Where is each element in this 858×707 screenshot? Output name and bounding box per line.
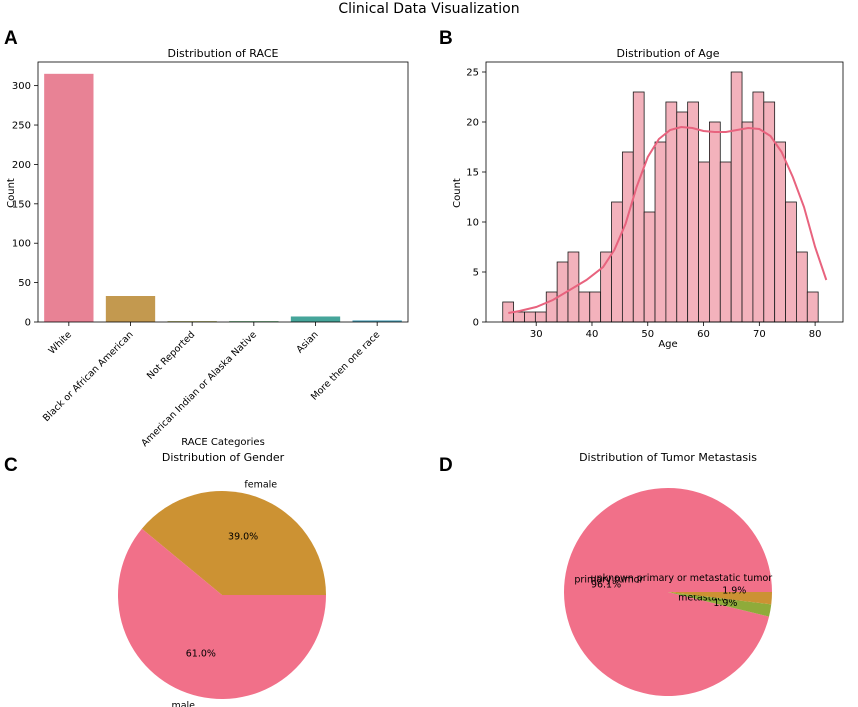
race-y-tick-label: 250 — [12, 121, 31, 132]
gender-slice — [117, 528, 327, 700]
age-bar — [698, 161, 710, 323]
age-y-tick-label: 10 — [466, 218, 479, 229]
age-bar — [741, 121, 754, 323]
gender-chart-title: Distribution of Gender — [162, 451, 285, 464]
age-bar — [806, 291, 819, 323]
age-chart-title: Distribution of Age — [616, 47, 719, 60]
metastasis-slice — [668, 592, 773, 605]
age-x-axis-label: Age — [658, 339, 677, 350]
race-bar — [352, 320, 402, 322]
panel-letter-c: C — [4, 455, 18, 476]
race-x-tick-label: Not Reported — [145, 329, 197, 381]
age-bar — [589, 291, 602, 323]
panel-letter-b: B — [439, 28, 453, 49]
metastasis-pct-label: 96.1% — [591, 580, 621, 591]
age-y-tick-label: 25 — [466, 68, 479, 79]
age-x-tick-label: 70 — [753, 329, 766, 340]
race-x-tick-label: White — [47, 329, 74, 356]
age-y-axis-label: Count — [452, 178, 463, 208]
age-y-tick-label: 15 — [466, 168, 479, 179]
age-bar — [752, 91, 765, 323]
gender-pct-label: 39.0% — [228, 531, 258, 542]
race-y-tick-label: 200 — [12, 160, 31, 171]
race-x-tick-label: American Indian or Alaska Native — [139, 329, 259, 449]
age-bar — [513, 311, 525, 323]
age-y-tick-label: 0 — [473, 318, 479, 329]
age-bar — [545, 291, 558, 323]
age-bar — [534, 311, 547, 323]
race-x-tick-label: More then one race — [309, 329, 382, 402]
age-plot-area: 0 5 10 15 20 25 30 40 50 60 70 80 — [466, 61, 844, 340]
age-bar — [796, 251, 808, 323]
age-bar — [785, 201, 797, 323]
panel-d: D Distribution of Tumor Metastasis prima… — [439, 451, 772, 696]
age-bar — [665, 101, 678, 323]
age-bar — [719, 161, 732, 323]
race-axes-frame — [37, 61, 409, 323]
metastasis-slice-label: unknown primary or metastatic tumor — [591, 573, 773, 584]
age-bar — [578, 291, 591, 323]
race-y-tick-label: 150 — [12, 199, 31, 210]
panel-letter-d: D — [439, 455, 453, 476]
panel-c: C Distribution of Gender female 39.0% male… — [4, 451, 327, 707]
race-bar — [290, 316, 341, 322]
age-bar — [709, 121, 721, 323]
metastasis-slice — [564, 487, 772, 696]
race-bar — [105, 296, 156, 322]
age-y-tick-label: 5 — [473, 268, 479, 279]
age-x-tick-label: 80 — [809, 329, 822, 340]
panel-letter-a: A — [4, 28, 18, 49]
gender-pie: female 39.0% male 61.0% — [117, 479, 327, 707]
gender-slice-label: female — [244, 479, 277, 490]
age-bar — [774, 141, 786, 323]
age-bar — [524, 311, 536, 323]
race-y-tick-label: 0 — [25, 318, 31, 329]
age-bar — [621, 151, 634, 323]
gender-slice — [141, 491, 326, 595]
age-bar — [654, 141, 667, 323]
race-y-tick-label: 300 — [12, 81, 31, 92]
age-bar — [676, 111, 689, 323]
metastasis-slice — [668, 592, 772, 617]
age-axes-frame — [485, 61, 844, 323]
age-bar — [730, 71, 743, 323]
race-y-axis-label: Count — [6, 178, 17, 208]
metastasis-pct-label: 1.9% — [722, 586, 746, 597]
gender-pct-label: 61.0% — [186, 649, 216, 660]
race-y-tick-label: 100 — [12, 239, 31, 250]
gender-slice-label: male — [171, 701, 195, 707]
age-x-tick-label: 30 — [530, 329, 543, 340]
panel-a: A Distribution of RACE 0 50 100 150 200 250 30… — [4, 28, 409, 449]
figure-suptitle: Clinical Data Visualization — [338, 1, 519, 17]
race-x-tick-label: Asian — [295, 329, 321, 355]
age-bar — [611, 201, 623, 323]
age-x-tick-label: 40 — [586, 329, 599, 340]
age-x-tick-label: 60 — [697, 329, 710, 340]
age-bar — [687, 101, 699, 323]
panel-b: B Distribution of Age 0 5 10 15 20 25 30 40 50 60… — [439, 28, 844, 350]
metastasis-slice-label: primary tumor — [574, 574, 643, 585]
age-bar — [632, 91, 645, 323]
age-y-tick-label: 20 — [466, 118, 479, 129]
age-kde-line — [508, 125, 828, 314]
metastasis-pct-label: 1.9% — [713, 598, 737, 609]
race-chart-title: Distribution of RACE — [168, 47, 279, 60]
race-y-tick-label: 50 — [18, 278, 31, 289]
age-x-tick-label: 50 — [641, 329, 654, 340]
race-x-axis-label: RACE Categories — [181, 437, 265, 448]
metastasis-chart-title: Distribution of Tumor Metastasis — [579, 451, 757, 464]
race-bar — [44, 73, 94, 323]
age-bar — [643, 211, 656, 323]
